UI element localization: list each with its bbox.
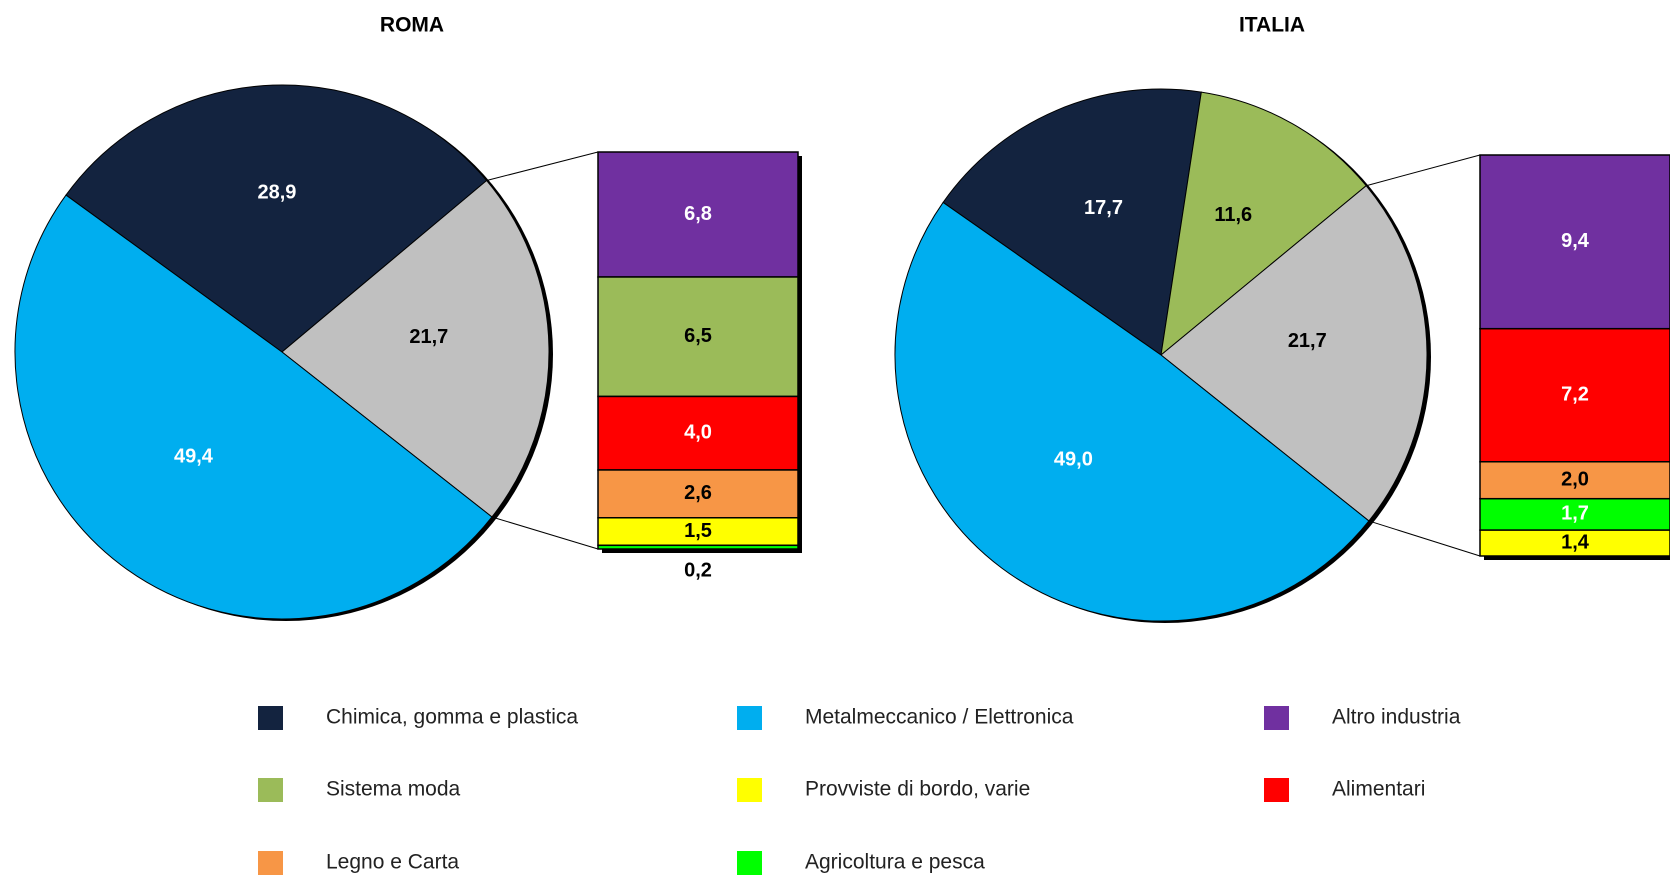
pie-value-label: 21,7	[409, 326, 448, 348]
bar-segment	[597, 276, 799, 398]
legend-label: Legno e Carta	[326, 851, 459, 874]
bar-segment	[1479, 327, 1670, 463]
legend-swatch	[1264, 706, 1289, 730]
bar-value-label: 9,4	[1561, 230, 1590, 252]
legend-label: Agricoltura e pesca	[805, 851, 985, 874]
chart-title: ROMA	[380, 14, 444, 37]
bar-segment	[1479, 154, 1670, 330]
bar-value-label: 2,6	[684, 482, 712, 504]
connector	[1366, 154, 1481, 187]
bar-value-label: 0,2	[684, 559, 712, 581]
bar-value-label: 1,4	[1561, 531, 1590, 553]
bar-value-label: 1,7	[1561, 503, 1589, 525]
bar-value-label: 4,0	[684, 421, 712, 443]
legend-swatch	[1264, 778, 1289, 802]
legend-swatch	[737, 706, 762, 730]
legend-label: Metalmeccanico / Elettronica	[805, 706, 1074, 729]
legend-label: Chimica, gomma e plastica	[326, 706, 578, 729]
pie-slice	[281, 179, 550, 518]
bar-value-label: 6,8	[684, 203, 712, 225]
legend-label: Provviste di bordo, varie	[805, 778, 1030, 801]
bar-segment	[1479, 529, 1670, 557]
pie-slice	[65, 84, 488, 353]
bar-segment	[1479, 461, 1670, 500]
legend-swatch	[258, 706, 283, 730]
pie-value-label: 17,7	[1084, 197, 1123, 219]
bar-segment	[597, 469, 799, 519]
connector	[486, 151, 599, 182]
pie-slice	[894, 201, 1370, 622]
legend-swatch	[737, 778, 762, 802]
pie-value-label: 28,9	[257, 182, 296, 204]
connector	[1368, 520, 1481, 557]
bar-value-label: 1,5	[684, 520, 712, 542]
legend-label: Alimentari	[1332, 778, 1425, 801]
legend-swatch	[737, 851, 762, 875]
legend-label: Sistema moda	[326, 778, 461, 801]
legend-label: Altro industria	[1332, 706, 1461, 729]
pie-value-label: 11,6	[1214, 204, 1252, 226]
bar-segment	[597, 395, 799, 471]
bar-value-label: 7,2	[1561, 384, 1589, 406]
pie-slice	[14, 194, 493, 620]
legend-swatch	[258, 778, 283, 802]
connector	[491, 516, 599, 550]
legend-swatch	[258, 851, 283, 875]
bar-value-label: 2,0	[1561, 469, 1589, 491]
bar-segment	[597, 544, 799, 550]
bar-segment	[1479, 497, 1670, 531]
pie-slice	[1160, 185, 1428, 522]
bar-segment	[597, 151, 799, 278]
pie-value-label: 21,7	[1288, 330, 1327, 352]
bar-segment	[597, 517, 799, 547]
chart-title: ITALIA	[1239, 14, 1305, 37]
pie-slice	[1160, 91, 1367, 357]
pie-slice	[942, 88, 1202, 356]
pie-value-label: 49,0	[1054, 448, 1093, 470]
pie-value-label: 49,4	[174, 445, 214, 467]
bar-value-label: 6,5	[684, 325, 712, 347]
